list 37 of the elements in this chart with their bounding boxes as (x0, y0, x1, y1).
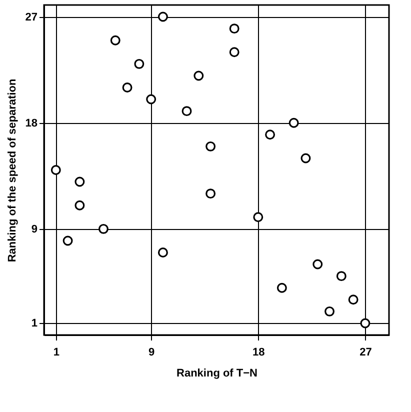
point (74, 176, 85, 187)
point (182, 106, 192, 116)
point (158, 12, 168, 22)
point (158, 248, 168, 258)
point (50, 165, 61, 175)
point (312, 259, 323, 270)
y-tick-label: 9 (31, 223, 38, 236)
y-axis-title: Ranking of the speed of separation (6, 78, 18, 262)
point (300, 153, 311, 164)
point (206, 188, 216, 199)
point (62, 236, 73, 246)
point (336, 271, 346, 282)
x-tick-label: 27 (360, 346, 372, 358)
y-tick-label: 18 (25, 117, 38, 130)
point (146, 94, 156, 104)
point (324, 306, 334, 316)
x-tick-label: 1 (53, 346, 60, 358)
point (265, 130, 276, 140)
point (229, 47, 240, 58)
point (110, 35, 120, 46)
point (348, 294, 358, 305)
point (206, 141, 216, 152)
x-axis-title: Ranking of T−N (176, 368, 258, 380)
point (134, 58, 144, 69)
point (253, 212, 264, 222)
point (288, 118, 299, 128)
point (360, 318, 370, 328)
x-tick-label: 9 (148, 346, 155, 358)
point (98, 224, 108, 234)
point (194, 70, 204, 81)
y-tick-label: 1 (31, 318, 38, 330)
point (74, 200, 85, 210)
point (122, 82, 132, 92)
point (229, 24, 240, 34)
y-tick-label: 27 (25, 11, 38, 24)
point (276, 282, 287, 293)
x-tick-label: 18 (252, 346, 265, 358)
